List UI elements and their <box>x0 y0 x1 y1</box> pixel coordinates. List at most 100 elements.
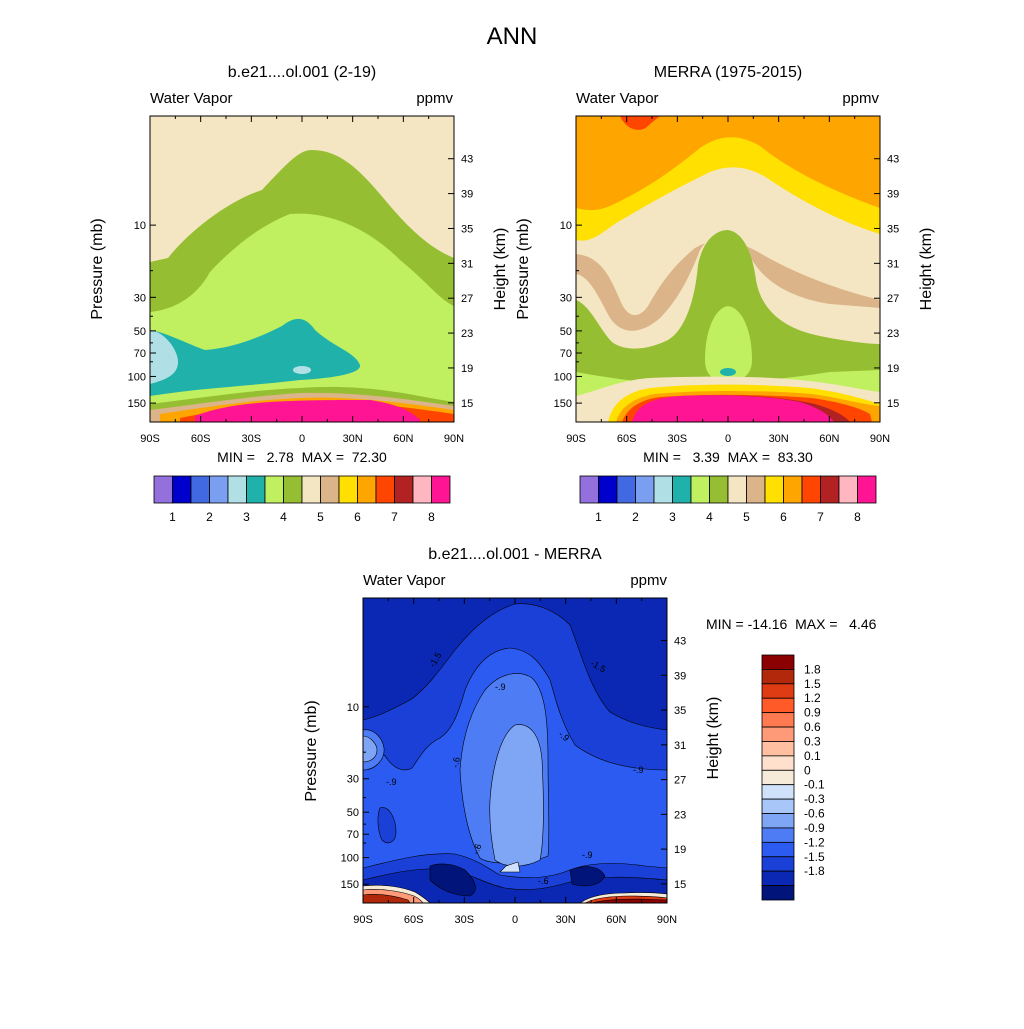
colorbar-label: 1 <box>169 510 176 524</box>
colorbar-swatch <box>761 683 795 699</box>
panel-merra-axes: 90S 60S 30S 0 30N 60N 90N 10 30 50 70 100 150 43 39 35 3… <box>554 116 899 445</box>
panel-diff-field <box>363 598 667 903</box>
x-tick-label: 60S <box>617 433 637 445</box>
x-tick-label: 0 <box>512 914 518 926</box>
panel-merra-title: MERRA (1975-2015) <box>654 64 803 81</box>
colorbar-label: -1.5 <box>804 850 825 864</box>
colorbar-label: 3 <box>669 510 676 524</box>
panel-merra-stats: MIN = 3.39 MAX = 83.30 <box>643 449 813 465</box>
y-tick-label: 10 <box>134 220 146 232</box>
colorbar-label: 1.8 <box>804 662 821 676</box>
panel-merra: MERRA (1975-2015) Water Vapor ppmv 90S 60… <box>515 64 935 524</box>
colorbar-swatch <box>761 769 795 786</box>
y-tick-label: 50 <box>134 326 146 338</box>
colorbar-label: 1.2 <box>804 691 821 705</box>
panel-model-ylabel-right: Height (km) <box>492 228 509 311</box>
x-tick-label: 90S <box>140 433 160 445</box>
colorbar-swatch <box>635 475 655 504</box>
panel-model-left-label: Water Vapor <box>150 90 233 107</box>
diff-contour-label: -.9 <box>633 765 644 775</box>
y-tick-label: 100 <box>554 371 572 383</box>
colorbar-swatch <box>375 475 395 504</box>
colorbar-swatch <box>761 856 795 872</box>
colorbar-swatch <box>394 475 414 504</box>
colorbar-swatch <box>761 741 795 757</box>
colorbar-label: -0.9 <box>804 821 825 835</box>
height-tick-label: 43 <box>674 636 686 648</box>
page-title: ANN <box>487 23 538 50</box>
colorbar-label: 0.1 <box>804 749 821 763</box>
height-tick-label: 31 <box>674 740 686 752</box>
x-tick-label: 30S <box>242 433 262 445</box>
x-tick-label: 30S <box>455 914 475 926</box>
height-tick-label: 27 <box>887 293 899 305</box>
panel-diff-left-label: Water Vapor <box>363 572 446 589</box>
panel-diff-colorbar: 1.81.51.20.90.60.30.10-0.1-0.3-0.6-0.9-1… <box>761 654 825 901</box>
colorbar-label: 8 <box>428 510 435 524</box>
colorbar-swatch <box>801 475 821 504</box>
colorbar-swatch <box>709 475 729 504</box>
colorbar-label: 2 <box>206 510 213 524</box>
colorbar-swatch <box>761 827 795 843</box>
height-tick-label: 23 <box>674 809 686 821</box>
colorbar-swatch <box>783 475 803 504</box>
colorbar-label: -0.6 <box>804 807 825 821</box>
panel-model-field <box>150 116 454 422</box>
panel-model-right-label: ppmv <box>416 90 453 107</box>
panel-diff-title: b.e21....ol.001 - MERRA <box>428 546 602 563</box>
colorbar-swatch <box>761 654 795 670</box>
colorbar-swatch <box>764 475 784 504</box>
colorbar-swatch <box>338 475 358 504</box>
panel-model-title: b.e21....ol.001 (2-19) <box>228 64 377 81</box>
height-tick-label: 15 <box>461 398 473 410</box>
colorbar-swatch <box>246 475 266 504</box>
x-tick-label: 60S <box>191 433 211 445</box>
x-tick-label: 30N <box>769 433 789 445</box>
colorbar-swatch <box>431 475 451 504</box>
colorbar-swatch <box>820 475 840 504</box>
colorbar-label: 0.6 <box>804 720 821 734</box>
colorbar-label: 7 <box>817 510 824 524</box>
panel-model-axes: 90S 60S 30S 0 30N 60N 90N 10 30 50 70 100 150 43 39 35 3… <box>128 116 473 445</box>
y-tick-label: 30 <box>134 292 146 304</box>
colorbar-swatch <box>761 712 795 728</box>
colorbar-swatch <box>653 475 673 504</box>
y-tick-label: 30 <box>560 292 572 304</box>
diff-contour-label: -.6 <box>450 756 462 768</box>
y-tick-label: 50 <box>560 326 572 338</box>
colorbar-swatch <box>727 475 747 504</box>
height-tick-label: 23 <box>461 328 473 340</box>
y-tick-label: 150 <box>554 398 572 410</box>
height-tick-label: 15 <box>674 879 686 891</box>
panel-merra-ylabel: Pressure (mb) <box>515 218 532 319</box>
panel-diff-stats: MIN = -14.16 MAX = 4.46 <box>706 616 877 632</box>
colorbar-label: 4 <box>706 510 713 524</box>
diff-contour-label: -.6 <box>538 876 549 886</box>
colorbar-swatch <box>761 870 795 886</box>
height-tick-label: 27 <box>674 775 686 787</box>
x-tick-label: 90N <box>444 433 464 445</box>
colorbar-swatch <box>761 784 795 800</box>
colorbar-label: 0 <box>804 763 811 777</box>
height-tick-label: 43 <box>461 154 473 166</box>
x-tick-label: 30N <box>556 914 576 926</box>
panel-diff-ylabel-right: Height (km) <box>705 697 722 780</box>
colorbar-swatch <box>761 841 795 858</box>
x-tick-label: 0 <box>725 433 731 445</box>
colorbar-label: -1.2 <box>804 835 825 849</box>
y-tick-label: 70 <box>134 348 146 360</box>
panel-merra-colorbar: 1 2 3 4 5 6 7 8 <box>579 475 877 524</box>
colorbar-swatch <box>761 726 795 742</box>
colorbar-swatch <box>838 475 858 504</box>
height-tick-label: 23 <box>887 328 899 340</box>
panel-model-colorbar: 1 2 3 4 5 6 7 8 <box>153 475 451 524</box>
panel-diff: b.e21....ol.001 - MERRA Water Vapor ppmv <box>303 546 877 926</box>
panel-diff-right-label: ppmv <box>630 572 667 589</box>
colorbar-label: 1.5 <box>804 677 821 691</box>
colorbar-swatch <box>209 475 229 504</box>
panel-merra-left-label: Water Vapor <box>576 90 659 107</box>
height-tick-label: 27 <box>461 293 473 305</box>
colorbar-swatch <box>227 475 247 504</box>
colorbar-swatch <box>320 475 340 504</box>
y-tick-label: 10 <box>560 220 572 232</box>
